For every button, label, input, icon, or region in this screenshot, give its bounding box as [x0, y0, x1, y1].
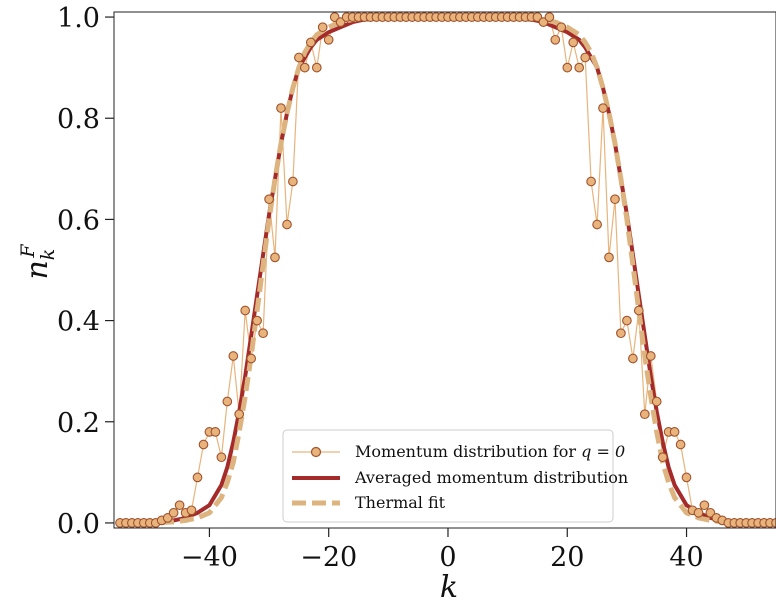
legend: Momentum distribution for q = 0 Averaged… — [282, 429, 628, 523]
data-point — [210, 427, 221, 437]
y-axis-title-base: n — [20, 260, 55, 279]
y-tick-label: 0.8 — [57, 104, 100, 135]
data-point — [586, 176, 596, 187]
y-axis: 0.0 0.2 0.4 0.6 0.8 1.0 — [57, 3, 114, 540]
data-point — [651, 396, 662, 407]
data-point — [246, 353, 257, 364]
data-point — [610, 194, 620, 205]
x-tick-label: 0 — [439, 542, 456, 573]
data-point — [544, 12, 555, 22]
data-point — [282, 219, 292, 230]
legend-label-momentum-math: q = 0 — [581, 442, 625, 461]
series-layer — [115, 12, 776, 528]
y-tick-label: 0.6 — [57, 205, 100, 236]
legend-label-momentum: Momentum distribution for q = 0 — [355, 442, 625, 461]
legend-swatch-momentum-marker — [310, 446, 322, 458]
data-point — [228, 351, 239, 361]
data-point — [270, 252, 280, 263]
data-point — [288, 176, 298, 187]
data-point — [657, 452, 668, 463]
data-point — [550, 34, 561, 45]
data-point — [628, 353, 638, 364]
data-point — [264, 194, 274, 205]
data-point — [699, 500, 710, 511]
data-point — [771, 518, 776, 528]
data-point — [580, 52, 591, 63]
y-tick-label: 0.2 — [57, 408, 100, 439]
y-tick-label: 0.4 — [57, 307, 100, 338]
y-tick-label: 1.0 — [57, 3, 100, 34]
data-point — [616, 328, 626, 339]
data-point — [305, 37, 316, 48]
data-point — [222, 396, 233, 407]
legend-box — [282, 429, 614, 523]
data-point — [622, 315, 632, 326]
data-point — [186, 505, 197, 516]
x-axis: −40 −20 0 20 40 — [181, 528, 704, 573]
data-point — [675, 439, 686, 450]
data-point — [168, 507, 179, 518]
data-point — [604, 252, 614, 263]
data-point — [592, 219, 602, 230]
data-point — [276, 103, 286, 113]
legend-label-thermal: Thermal fit — [355, 493, 446, 512]
y-axis-title: nkF — [17, 244, 59, 280]
legend-label-momentum-text: Momentum distribution for — [355, 442, 581, 461]
data-point — [693, 507, 704, 518]
data-point — [562, 62, 573, 73]
data-point — [299, 62, 310, 73]
data-point — [317, 22, 328, 33]
y-axis-title-sub: k — [37, 249, 59, 261]
data-point — [311, 62, 322, 73]
data-point — [705, 507, 716, 518]
data-point — [639, 409, 650, 420]
data-point — [323, 34, 334, 45]
data-point — [633, 305, 644, 316]
data-point — [192, 472, 203, 483]
data-point — [568, 37, 579, 48]
y-axis-title-sup: F — [17, 244, 39, 259]
x-tick-label: −40 — [181, 542, 238, 573]
data-point — [645, 351, 656, 361]
data-point — [294, 52, 304, 63]
data-point — [258, 328, 268, 339]
data-point — [681, 472, 692, 483]
data-point — [252, 315, 262, 326]
data-point — [174, 500, 185, 511]
data-point — [556, 22, 567, 33]
x-tick-label: 40 — [669, 542, 703, 573]
x-axis-title: k — [440, 570, 458, 605]
data-point — [198, 439, 209, 450]
data-point — [234, 409, 245, 420]
data-point — [216, 452, 227, 463]
data-point — [598, 103, 608, 113]
x-tick-label: 20 — [550, 542, 584, 573]
plot-frame — [113, 11, 776, 529]
legend-label-averaged: Averaged momentum distribution — [354, 468, 628, 487]
y-tick-label: 0.0 — [57, 509, 100, 540]
x-tick-label: −20 — [300, 542, 357, 573]
svg-text:nkF: nkF — [17, 244, 59, 280]
data-point — [574, 62, 585, 73]
data-point — [669, 427, 680, 437]
data-point — [240, 305, 251, 316]
